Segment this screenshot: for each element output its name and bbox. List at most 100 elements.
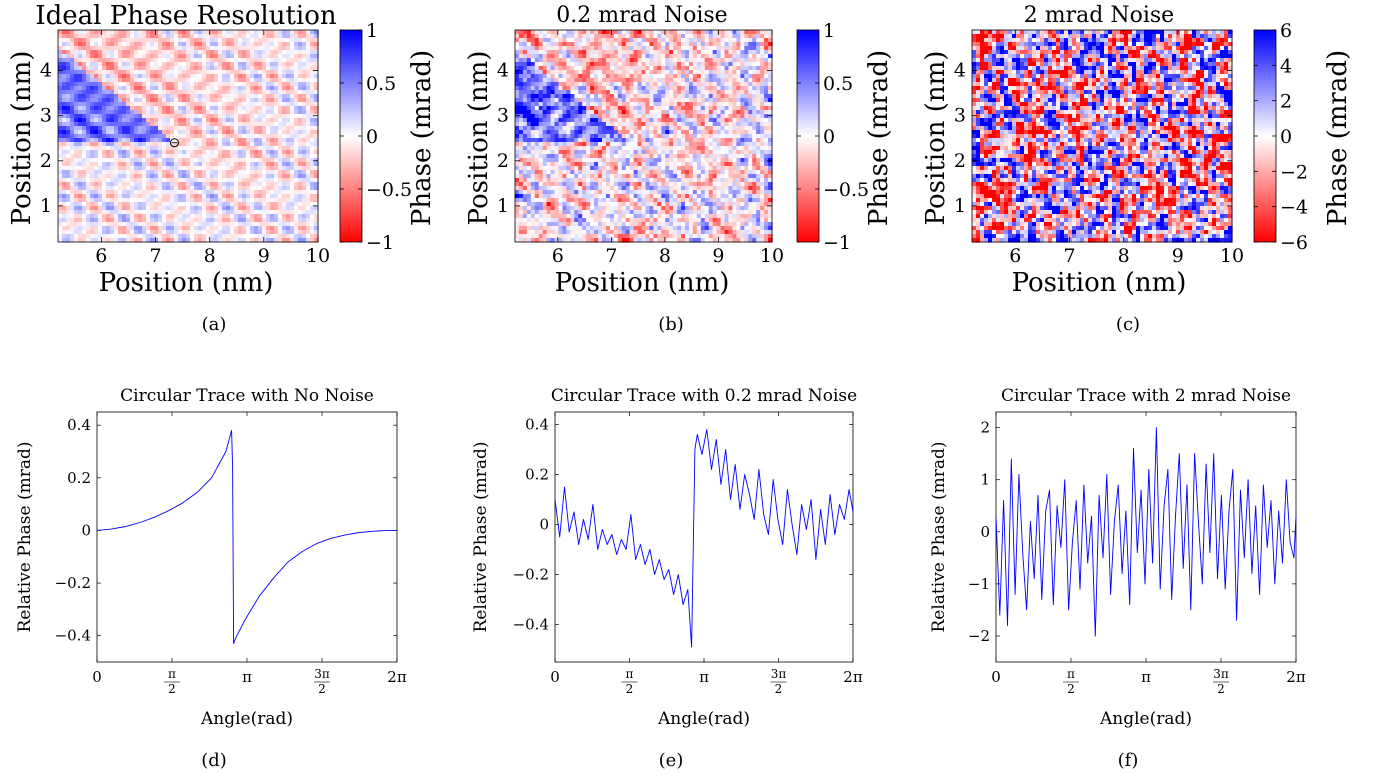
- heatmap-cell: [270, 30, 275, 35]
- heatmap-cell: [186, 106, 191, 111]
- heatmap-cell: [716, 42, 722, 47]
- heatmap-cell: [154, 158, 159, 163]
- heatmap-cell: [198, 74, 203, 79]
- heatmap-cell: [637, 54, 643, 59]
- heatmap-cell: [266, 70, 271, 75]
- heatmap-cell: [214, 162, 219, 167]
- heatmap-cell: [150, 38, 155, 43]
- heatmap-cell: [290, 58, 295, 63]
- heatmap-cell: [210, 134, 215, 139]
- heatmap-cell: [594, 38, 599, 43]
- heatmap-cell: [130, 34, 135, 39]
- heatmap-cell: [190, 138, 195, 143]
- heatmap-cell: [174, 194, 179, 199]
- heatmap-cell: [688, 102, 694, 107]
- heatmap-cell: [700, 90, 706, 95]
- heatmap-cell: [226, 206, 231, 211]
- heatmap-cell: [142, 154, 147, 159]
- heatmap-cell: [122, 110, 127, 115]
- heatmap-cell: [546, 82, 552, 87]
- heatmap-cell: [515, 82, 520, 87]
- heatmap-cell: [246, 138, 251, 143]
- heatmap-cell: [66, 102, 71, 107]
- heatmap-cell: [138, 206, 143, 211]
- heatmap-cell: [174, 34, 179, 39]
- heatmap-cell: [298, 86, 303, 91]
- heatmap-cell: [230, 42, 235, 47]
- heatmap-cell: [166, 174, 171, 179]
- heatmap-cell: [518, 46, 524, 51]
- heatmap-cell: [542, 86, 548, 91]
- heatmap-cell: [649, 102, 654, 107]
- heatmap-cell: [70, 226, 75, 231]
- heatmap-cell: [712, 70, 718, 75]
- heatmap-cell: [294, 102, 299, 107]
- heatmap-cell: [138, 162, 143, 167]
- heatmap-cell: [110, 166, 115, 171]
- heatmap-cell: [621, 38, 627, 43]
- heatmap-cell: [70, 46, 75, 51]
- heatmap-cell: [62, 82, 67, 87]
- heatmap-cell: [250, 158, 255, 163]
- heatmap-cell: [641, 118, 647, 123]
- heatmap-cell: [712, 30, 718, 35]
- heatmap-cell: [633, 82, 639, 87]
- heatmap-cell: [66, 202, 71, 207]
- heatmap-cell: [562, 106, 567, 111]
- heatmap-cell: [66, 54, 71, 59]
- heatmap-cell: [206, 150, 211, 155]
- heatmap-cell: [174, 102, 179, 107]
- heatmap-cell: [617, 74, 623, 79]
- heatmap-cell: [58, 102, 63, 107]
- heatmap-cell: [518, 114, 524, 119]
- heatmap-cell: [696, 46, 702, 51]
- heatmap-cell: [118, 46, 123, 51]
- heatmap-cell: [150, 90, 155, 95]
- heatmap-cell: [118, 74, 123, 79]
- heatmap-cell: [86, 102, 91, 107]
- heatmap-cell: [182, 30, 187, 35]
- heatmap-cell: [542, 34, 548, 39]
- heatmap-cell: [258, 90, 263, 95]
- heatmap-cell: [218, 70, 223, 75]
- heatmap-cell: [306, 202, 311, 207]
- heatmap-cell: [238, 162, 243, 167]
- heatmap-cell: [574, 98, 579, 103]
- heatmap-cell: [62, 86, 67, 91]
- heatmap-cell: [609, 102, 615, 107]
- heatmap-cell: [756, 54, 761, 59]
- heatmap-cell: [74, 154, 79, 159]
- heatmap-cell: [70, 66, 75, 71]
- heatmap-cell: [242, 50, 247, 55]
- heatmap-cell: [598, 54, 603, 59]
- heatmap-cell: [562, 74, 567, 79]
- heatmap-cell: [286, 214, 291, 219]
- heatmap-cell: [202, 66, 207, 71]
- heatmap-cell: [621, 102, 627, 107]
- heatmap-cell: [234, 126, 239, 131]
- heatmap-cell: [98, 162, 103, 167]
- heatmap-cell: [570, 66, 575, 71]
- heatmap-cell: [82, 230, 87, 235]
- heatmap-cell: [222, 34, 227, 39]
- heatmap-cell: [202, 202, 207, 207]
- heatmap-cell: [764, 86, 769, 91]
- heatmap-cell: [294, 206, 299, 211]
- heatmap-cell: [613, 62, 619, 67]
- heatmap-cell: [198, 146, 203, 151]
- heatmap-cell: [102, 146, 107, 151]
- heatmap-cell: [270, 134, 275, 139]
- heatmap-cell: [278, 194, 283, 199]
- heatmap-cell: [298, 182, 303, 187]
- heatmap-cell: [641, 58, 647, 63]
- heatmap-cell: [214, 58, 219, 63]
- heatmap-cell: [94, 190, 99, 195]
- heatmap-cell: [605, 86, 611, 91]
- heatmap-cell: [250, 134, 255, 139]
- heatmap-cell: [102, 102, 107, 107]
- heatmap-cell: [578, 50, 583, 55]
- heatmap-cell: [214, 90, 219, 95]
- heatmap-cell: [582, 114, 587, 119]
- heatmap-cell: [621, 70, 627, 75]
- heatmap-cell: [182, 154, 187, 159]
